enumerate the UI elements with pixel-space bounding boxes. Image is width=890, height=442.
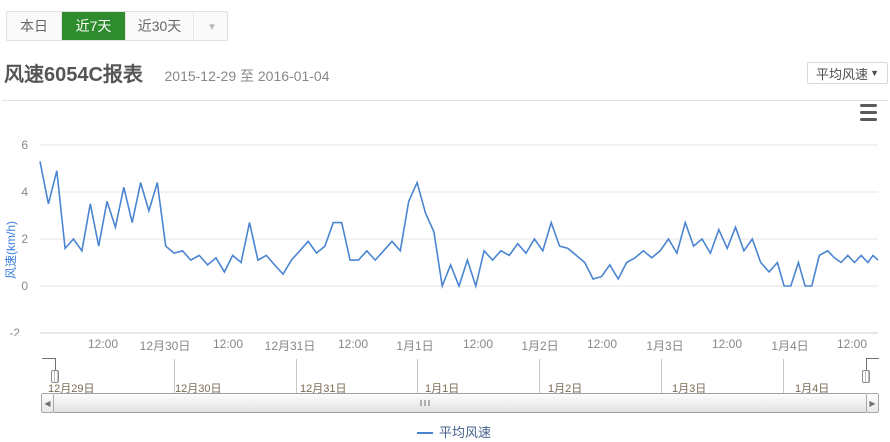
svg-text:-2: -2 [9, 326, 20, 336]
svg-text:6: 6 [21, 138, 28, 152]
svg-text:4: 4 [21, 185, 28, 199]
svg-text:2: 2 [21, 232, 28, 246]
svg-text:0: 0 [21, 279, 28, 293]
